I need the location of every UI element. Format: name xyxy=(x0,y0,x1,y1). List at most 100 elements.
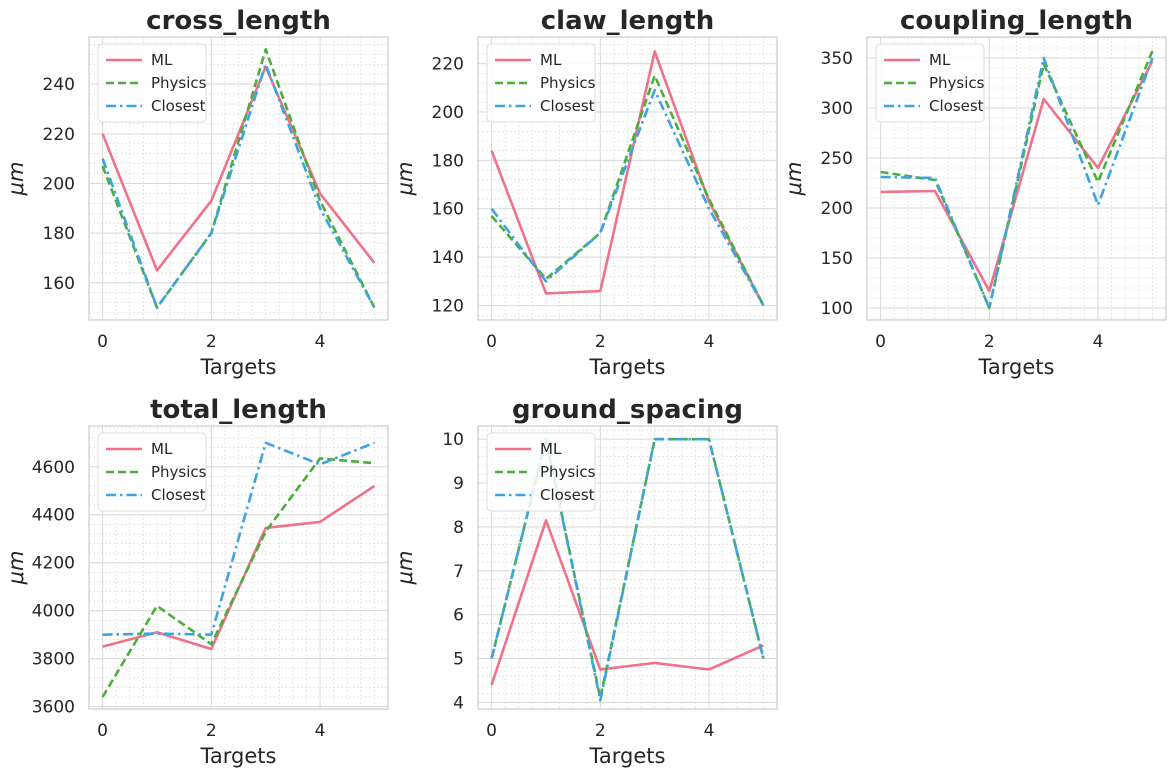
x-tick-label: 2 xyxy=(206,332,217,352)
x-tick-label: 0 xyxy=(97,721,108,741)
legend-label-physics: Physics xyxy=(540,74,596,92)
series-line-physics xyxy=(101,457,375,698)
series-line-ml xyxy=(101,65,376,272)
y-tick-label: 7 xyxy=(453,562,464,582)
y-tick-label: 5 xyxy=(453,650,464,670)
y-tick-label: 4400 xyxy=(32,506,75,526)
legend-label-closest: Closest xyxy=(929,97,984,115)
legend-box xyxy=(486,432,596,512)
legend-label-physics: Physics xyxy=(540,463,596,481)
x-tick-label: 2 xyxy=(595,721,606,741)
plot-frame xyxy=(88,36,389,321)
y-tick-label: 150 xyxy=(821,249,853,269)
plot-frame xyxy=(88,425,389,710)
x-tick-label: 0 xyxy=(97,332,108,352)
x-tick-label: 0 xyxy=(486,721,497,741)
legend-label-closest: Closest xyxy=(540,486,595,504)
y-tick-label: 220 xyxy=(432,55,464,75)
x-tick-label: 2 xyxy=(984,332,995,352)
y-tick-label: 200 xyxy=(432,103,464,123)
legend-label-ml: ML xyxy=(540,440,562,458)
subplot-total_length: 0 2 4 3600 3800 4000 4200 4400 4600 Targets μm tota… xyxy=(4,395,389,768)
x-axis-label: Targets xyxy=(978,355,1055,379)
legend-box xyxy=(97,43,207,123)
legend: ML Physics Closest xyxy=(97,432,207,512)
subplot-coupling_length: 0 2 4 100 150 200 250 300 350 Targets μm coupling_l… xyxy=(782,6,1167,379)
x-axis-label: Targets xyxy=(200,355,277,379)
x-axis-label: Targets xyxy=(589,744,666,768)
legend: ML Physics Closest xyxy=(97,43,207,123)
subplot-title: cross_length xyxy=(146,6,331,36)
legend-label-physics: Physics xyxy=(929,74,985,92)
legend: ML Physics Closest xyxy=(486,432,596,512)
y-tick-label: 160 xyxy=(432,200,464,220)
series-line-physics xyxy=(490,437,765,700)
subplot-title: ground_spacing xyxy=(512,395,743,425)
y-axis-label: μm xyxy=(393,162,417,197)
series-line-physics xyxy=(490,74,765,307)
y-axis-label: μm xyxy=(4,551,28,586)
legend: ML Physics Closest xyxy=(486,43,596,123)
series-line-ml xyxy=(880,60,1154,293)
series-line-closest xyxy=(490,88,765,307)
x-tick-label: 2 xyxy=(595,332,606,352)
y-axis-label: μm xyxy=(393,551,417,586)
y-tick-label: 3800 xyxy=(32,650,75,670)
legend-label-ml: ML xyxy=(151,51,173,69)
legend-label-closest: Closest xyxy=(151,97,206,115)
legend-label-ml: ML xyxy=(151,440,173,458)
x-tick-label: 4 xyxy=(315,721,326,741)
y-tick-label: 240 xyxy=(43,75,75,95)
y-tick-label: 4000 xyxy=(32,602,75,622)
legend: ML Physics Closest xyxy=(875,43,985,123)
legend-label-ml: ML xyxy=(929,51,951,69)
legend-box xyxy=(486,43,596,123)
x-tick-label: 0 xyxy=(875,332,886,352)
y-tick-label: 160 xyxy=(43,274,75,294)
x-tick-label: 4 xyxy=(1093,332,1104,352)
y-tick-label: 120 xyxy=(432,296,464,316)
legend-box xyxy=(875,43,985,123)
y-tick-label: 4600 xyxy=(32,458,75,478)
x-axis-label: Targets xyxy=(589,355,666,379)
subplot-title: total_length xyxy=(150,395,327,425)
y-tick-label: 9 xyxy=(453,474,464,494)
y-tick-label: 8 xyxy=(453,518,464,538)
series-line-physics xyxy=(101,48,376,309)
y-tick-label: 4 xyxy=(453,693,464,713)
subplot-title: coupling_length xyxy=(900,6,1133,36)
y-tick-label: 300 xyxy=(821,99,853,119)
x-tick-label: 4 xyxy=(315,332,326,352)
y-tick-label: 200 xyxy=(821,199,853,219)
series-line-closest xyxy=(880,56,1154,310)
legend-label-physics: Physics xyxy=(151,74,207,92)
y-tick-label: 4200 xyxy=(32,554,75,574)
y-tick-label: 350 xyxy=(821,49,853,69)
subplot-claw_length: 0 2 4 120 140 160 180 200 220 Targets μm claw_lengt… xyxy=(393,6,778,379)
plot-frame xyxy=(866,36,1167,321)
legend-label-ml: ML xyxy=(540,51,562,69)
y-tick-label: 200 xyxy=(43,174,75,194)
y-tick-label: 140 xyxy=(432,248,464,268)
legend-box xyxy=(97,432,207,512)
legend-label-physics: Physics xyxy=(151,463,207,481)
y-axis-label: μm xyxy=(782,162,806,197)
y-tick-label: 180 xyxy=(43,224,75,244)
y-tick-label: 100 xyxy=(821,299,853,319)
x-tick-label: 2 xyxy=(206,721,217,741)
plot-frame xyxy=(477,36,778,321)
subplot-cross_length: 0 2 4 160 180 200 220 240 Targets μm cross_length M… xyxy=(4,6,389,379)
plot-frame xyxy=(477,425,778,710)
y-tick-label: 10 xyxy=(442,430,464,450)
x-tick-label: 4 xyxy=(704,332,715,352)
x-tick-label: 0 xyxy=(486,332,497,352)
x-axis-label: Targets xyxy=(200,744,277,768)
y-tick-label: 3600 xyxy=(32,698,75,718)
legend-label-closest: Closest xyxy=(151,486,206,504)
y-tick-label: 250 xyxy=(821,149,853,169)
series-line-physics xyxy=(880,50,1154,310)
y-tick-label: 6 xyxy=(453,606,464,626)
series-line-closest xyxy=(101,63,376,309)
series-line-closest xyxy=(102,441,375,637)
